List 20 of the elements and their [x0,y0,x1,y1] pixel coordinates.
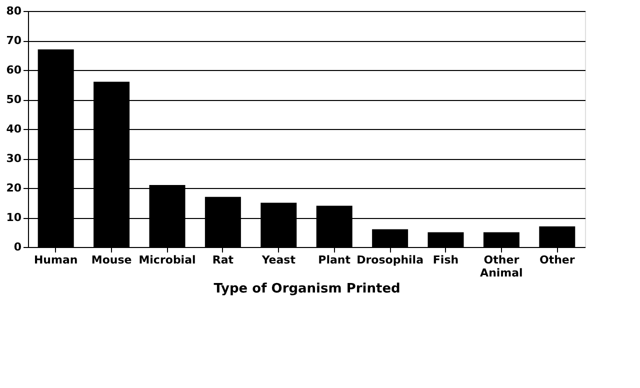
x-tick-label: Drosophila [356,254,424,266]
x-tick-label: Other [539,254,576,266]
x-tick-label: Rat [212,254,234,266]
x-tick-label: Mouse [91,254,132,266]
x-tick-label: Yeast [260,254,296,266]
x-tick-label: Fish [432,254,459,266]
y-tick-label: 70 [6,34,22,47]
y-tick-label: 20 [6,182,22,194]
x-tick-label: Other Animal [480,254,523,280]
x-tick-label: Plant [318,254,351,266]
y-tick-label: 60 [6,64,22,76]
y-tick-label: 80 [6,4,22,18]
y-tick-label: 40 [6,122,22,136]
y-tick-label: 30 [6,152,22,165]
x-axis-title: Type of Organism Printed [214,282,400,296]
y-tick-label: 10 [6,211,22,224]
y-tick-label: 0 [14,240,22,254]
x-tick-label: Microbial [138,254,196,266]
x-tick-label: Human [34,254,78,266]
y-tick-label: 50 [6,93,22,106]
